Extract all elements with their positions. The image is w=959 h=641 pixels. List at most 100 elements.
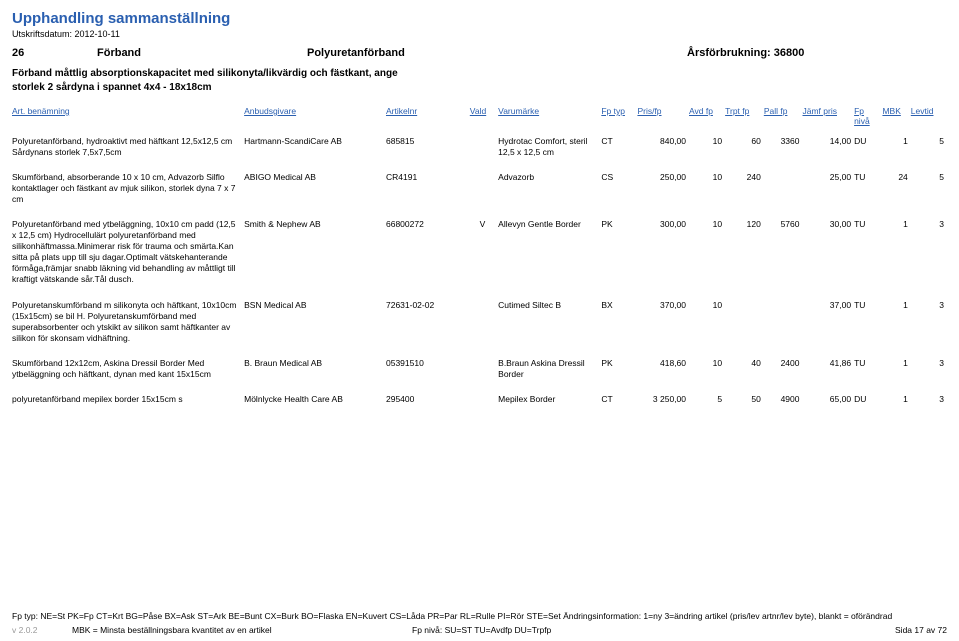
cell-pris: 840,00 bbox=[637, 132, 689, 168]
cell-trpt: 50 bbox=[725, 390, 764, 415]
page-footer: Fp typ: NE=St PK=Fp CT=Krt BG=Påse BX=As… bbox=[0, 611, 959, 635]
cell-vald bbox=[470, 390, 498, 415]
cell-art: Polyuretanförband med ytbeläggning, 10x1… bbox=[12, 215, 244, 295]
data-table: Art. benämning Anbudsgivare Artikelnr Va… bbox=[12, 104, 947, 415]
table-body: Polyuretanförband, hydroaktivt med häftk… bbox=[12, 132, 947, 415]
cell-bidder: Smith & Nephew AB bbox=[244, 215, 386, 295]
cell-trpt bbox=[725, 296, 764, 354]
cell-art: polyuretanförband mepilex border 15x15cm… bbox=[12, 390, 244, 415]
cell-mbk: 1 bbox=[882, 390, 910, 415]
table-row: Polyuretanskumförband m silikonyta och h… bbox=[12, 296, 947, 354]
table-row: Skumförband 12x12cm, Askina Dressil Bord… bbox=[12, 354, 947, 390]
footer-legend: Fp typ: NE=St PK=Fp CT=Krt BG=Påse BX=As… bbox=[12, 611, 947, 621]
cell-bidder: Mölnlycke Health Care AB bbox=[244, 390, 386, 415]
cell-bidder: BSN Medical AB bbox=[244, 296, 386, 354]
cell-fptyp: CS bbox=[601, 168, 637, 215]
cell-pall: 3360 bbox=[764, 132, 803, 168]
cell-avd: 10 bbox=[689, 354, 725, 390]
cell-levtid: 5 bbox=[911, 168, 947, 215]
footer-page-number: Sida 17 av 72 bbox=[857, 625, 947, 635]
cell-artnr: CR4191 bbox=[386, 168, 470, 215]
section-number: 26 bbox=[12, 47, 97, 59]
cell-fpniva: TU bbox=[854, 296, 882, 354]
cell-artnr: 685815 bbox=[386, 132, 470, 168]
cell-trpt: 40 bbox=[725, 354, 764, 390]
cell-fptyp: BX bbox=[601, 296, 637, 354]
cell-trpt: 240 bbox=[725, 168, 764, 215]
cell-trpt: 120 bbox=[725, 215, 764, 295]
cell-vald bbox=[470, 168, 498, 215]
cell-levtid: 3 bbox=[911, 296, 947, 354]
cell-avd: 10 bbox=[689, 215, 725, 295]
cell-mbk: 1 bbox=[882, 296, 910, 354]
cell-jamf: 41,86 bbox=[803, 354, 855, 390]
cell-jamf: 65,00 bbox=[803, 390, 855, 415]
table-row: polyuretanförband mepilex border 15x15cm… bbox=[12, 390, 947, 415]
cell-artnr: 05391510 bbox=[386, 354, 470, 390]
th-brand: Varumärke bbox=[498, 104, 601, 132]
cell-vald bbox=[470, 132, 498, 168]
th-avd: Avd fp bbox=[689, 104, 725, 132]
cell-fpniva: DU bbox=[854, 132, 882, 168]
section-header: 26 Förband Polyuretanförband Årsförbrukn… bbox=[12, 47, 947, 59]
cell-pris: 370,00 bbox=[637, 296, 689, 354]
cell-fptyp: PK bbox=[601, 354, 637, 390]
footer-fpniva: Fp nivå: SU=ST TU=Avdfp DU=Trpfp bbox=[412, 625, 857, 635]
cell-vald bbox=[470, 354, 498, 390]
section-forband-label: Förband bbox=[97, 47, 307, 59]
cell-avd: 10 bbox=[689, 132, 725, 168]
cell-trpt: 60 bbox=[725, 132, 764, 168]
cell-brand: Allevyn Gentle Border bbox=[498, 215, 601, 295]
cell-levtid: 3 bbox=[911, 390, 947, 415]
cell-vald: V bbox=[470, 215, 498, 295]
cell-jamf: 37,00 bbox=[803, 296, 855, 354]
th-artnr: Artikelnr bbox=[386, 104, 470, 132]
cell-fpniva: TU bbox=[854, 215, 882, 295]
cell-brand: Hydrotac Comfort, steril 12,5 x 12,5 cm bbox=[498, 132, 601, 168]
cell-fpniva: DU bbox=[854, 390, 882, 415]
cell-brand: Advazorb bbox=[498, 168, 601, 215]
th-levtid: Levtid bbox=[911, 104, 947, 132]
table-row: Polyuretanförband, hydroaktivt med häftk… bbox=[12, 132, 947, 168]
cell-avd: 10 bbox=[689, 168, 725, 215]
cell-pris: 250,00 bbox=[637, 168, 689, 215]
th-pall: Pall fp bbox=[764, 104, 803, 132]
section-description: Förband måttlig absorptionskapacitet med… bbox=[12, 67, 432, 94]
cell-art: Skumförband 12x12cm, Askina Dressil Bord… bbox=[12, 354, 244, 390]
cell-bidder: B. Braun Medical AB bbox=[244, 354, 386, 390]
cell-fpniva: TU bbox=[854, 168, 882, 215]
cell-pall: 4900 bbox=[764, 390, 803, 415]
cell-levtid: 3 bbox=[911, 354, 947, 390]
cell-brand: B.Braun Askina Dressil Border bbox=[498, 354, 601, 390]
cell-art: Polyuretanskumförband m silikonyta och h… bbox=[12, 296, 244, 354]
th-art: Art. benämning bbox=[12, 104, 244, 132]
th-vald: Vald bbox=[470, 104, 498, 132]
cell-artnr: 72631-02-02 bbox=[386, 296, 470, 354]
table-header-row: Art. benämning Anbudsgivare Artikelnr Va… bbox=[12, 104, 947, 132]
cell-jamf: 25,00 bbox=[803, 168, 855, 215]
footer-version: v 2.0.2 bbox=[12, 625, 72, 635]
cell-vald bbox=[470, 296, 498, 354]
cell-mbk: 24 bbox=[882, 168, 910, 215]
cell-levtid: 5 bbox=[911, 132, 947, 168]
cell-brand: Cutimed Siltec B bbox=[498, 296, 601, 354]
cell-brand: Mepilex Border bbox=[498, 390, 601, 415]
section-category: Polyuretanförband bbox=[307, 47, 687, 59]
cell-fptyp: CT bbox=[601, 132, 637, 168]
th-fpniva: Fp nivå bbox=[854, 104, 882, 132]
cell-avd: 5 bbox=[689, 390, 725, 415]
cell-pris: 300,00 bbox=[637, 215, 689, 295]
cell-fptyp: PK bbox=[601, 215, 637, 295]
cell-artnr: 295400 bbox=[386, 390, 470, 415]
section-annual-usage: Årsförbrukning: 36800 bbox=[687, 47, 947, 59]
cell-jamf: 30,00 bbox=[803, 215, 855, 295]
cell-mbk: 1 bbox=[882, 354, 910, 390]
cell-mbk: 1 bbox=[882, 132, 910, 168]
cell-levtid: 3 bbox=[911, 215, 947, 295]
th-bidder: Anbudsgivare bbox=[244, 104, 386, 132]
table-row: Polyuretanförband med ytbeläggning, 10x1… bbox=[12, 215, 947, 295]
footer-mbk: MBK = Minsta beställningsbara kvantitet … bbox=[72, 625, 412, 635]
cell-pris: 418,60 bbox=[637, 354, 689, 390]
cell-bidder: Hartmann-ScandiCare AB bbox=[244, 132, 386, 168]
cell-artnr: 66800272 bbox=[386, 215, 470, 295]
